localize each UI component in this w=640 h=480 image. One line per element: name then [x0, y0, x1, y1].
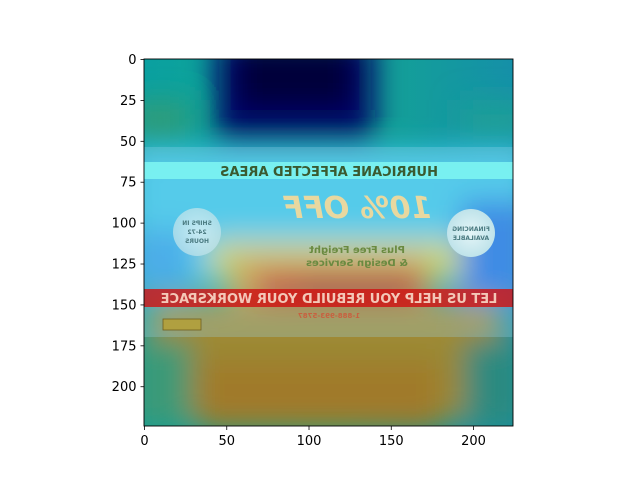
banner-top-text: HURRICANE AFFECTED AREAS	[220, 165, 438, 180]
y-tick-label: 50	[120, 135, 137, 150]
badge-financing-line-2: AVAILABLE	[453, 235, 489, 242]
y-tick-label: 125	[112, 258, 137, 273]
x-tick-label: 50	[218, 434, 235, 449]
badge-financing	[447, 209, 495, 257]
y-tick-label: 0	[128, 53, 136, 68]
y-tick-label: 150	[112, 298, 137, 313]
badge-financing-line-1: FINANCING	[452, 226, 490, 233]
banner-bottom-text: LET US HELP YOU REBUILD YOUR WORKSPACE	[161, 292, 498, 307]
x-tick-label: 150	[379, 434, 404, 449]
phone-text: 1-888-993-5787	[298, 312, 360, 320]
badge-ships-line-1: SHIPS IN	[182, 220, 212, 227]
y-tick-label: 100	[112, 217, 137, 232]
y-tick-label: 200	[112, 380, 137, 395]
badge-ships	[173, 208, 221, 256]
y-axis: 0 25 50 75 100 125 150 175 200	[112, 53, 145, 395]
x-tick-label: 100	[297, 434, 322, 449]
y-tick-label: 25	[120, 94, 137, 109]
x-axis: 0 50 100 150 200	[140, 426, 486, 449]
ad-content: HURRICANE AFFECTED AREAS 10% OFF Plus Fr…	[144, 147, 513, 337]
y-tick-label: 175	[112, 339, 137, 354]
plot-frame	[143, 58, 514, 427]
badge-ships-line-2: 24-72	[187, 229, 206, 236]
discount-text: 10% OFF	[282, 191, 431, 226]
x-tick-label: 200	[461, 434, 486, 449]
bottom-banner	[144, 289, 513, 307]
mirrored-text-group: HURRICANE AFFECTED AREAS 10% OFF Plus Fr…	[161, 165, 498, 320]
heatmap-image	[144, 59, 513, 426]
sub-line-1: Plus Free Freight	[309, 245, 405, 256]
logo-box	[162, 318, 202, 331]
badge-ships-line-3: HOURS	[185, 238, 209, 245]
top-banner	[144, 162, 513, 179]
x-tick-label: 0	[140, 434, 148, 449]
y-tick-label: 75	[120, 176, 137, 191]
sub-line-2: & Design Services	[306, 258, 408, 269]
